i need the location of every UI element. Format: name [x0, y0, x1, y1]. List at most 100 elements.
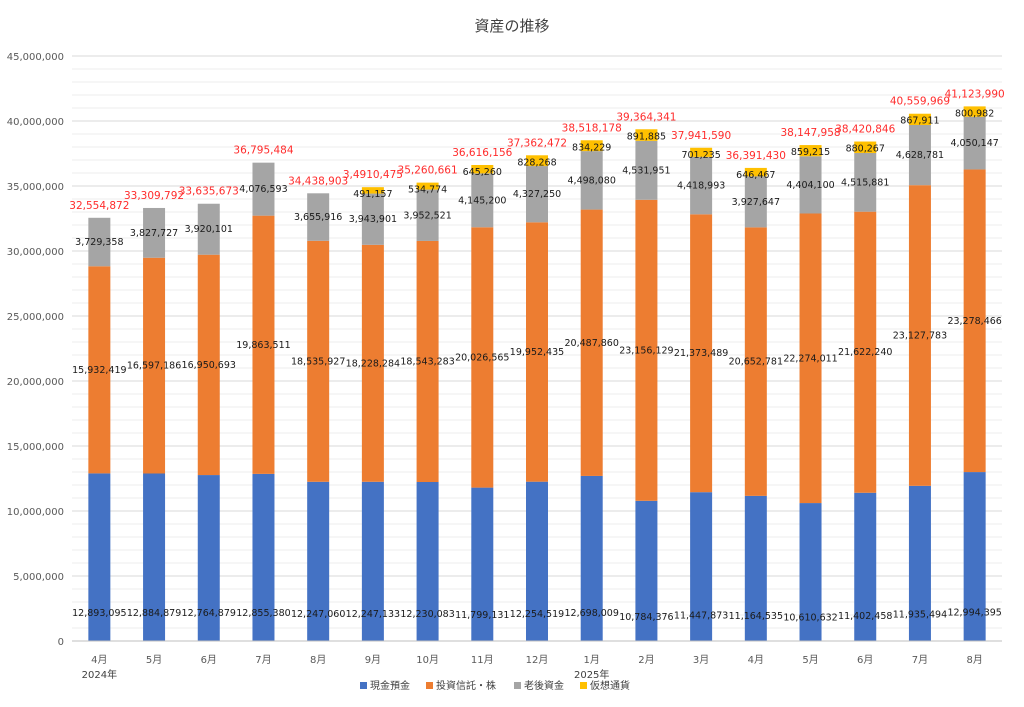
x-tick-label: 11月	[471, 654, 494, 666]
x-tick-label: 5月	[146, 654, 162, 666]
y-tick-label: 45,000,000	[7, 52, 64, 63]
data-label: 800,982	[955, 108, 994, 119]
bar-segment	[744, 176, 767, 228]
data-label: 4,076,593	[239, 184, 287, 195]
data-label: 11,799,131	[455, 610, 509, 621]
y-tick-label: 10,000,000	[7, 507, 64, 518]
x-tick-label: 7月	[912, 654, 928, 666]
total-label: 40,559,969	[890, 96, 950, 108]
data-label: 12,230,083	[400, 609, 454, 620]
bar-segment	[908, 113, 931, 126]
x-tick-label: 7月	[255, 654, 271, 666]
data-label: 11,402,458	[838, 611, 892, 622]
data-label: 3,943,901	[349, 214, 397, 225]
bar-segment	[88, 266, 111, 474]
data-label: 12,247,133	[346, 609, 400, 620]
x-tick-label: 2月	[638, 654, 654, 666]
data-label: 12,764,879	[182, 608, 236, 619]
x-tick-label: 6月	[857, 654, 873, 666]
bar-segment	[580, 475, 603, 641]
x-tick-label: 3月	[693, 654, 709, 666]
data-label: 4,404,100	[786, 180, 834, 191]
bar-segment	[690, 156, 713, 215]
data-label: 23,127,783	[893, 331, 947, 342]
bar-segment	[799, 503, 822, 641]
bar-segment	[197, 475, 220, 641]
total-label: 33,309,792	[124, 190, 184, 202]
bar-segment	[197, 203, 220, 255]
x-tick-label: 9月	[365, 654, 381, 666]
bar-segment	[471, 173, 494, 228]
bar-segment	[471, 227, 494, 488]
legend-swatch	[426, 682, 433, 689]
data-label: 859,215	[791, 147, 830, 158]
x-tick-label: 10月	[416, 654, 439, 666]
total-label: 41,123,990	[945, 88, 1005, 100]
year-label: 2024年	[82, 668, 117, 681]
bar-segment	[307, 193, 330, 241]
data-label: 12,884,879	[127, 608, 181, 619]
data-label: 19,863,511	[236, 340, 290, 351]
data-label: 701,235	[681, 150, 720, 161]
legend: 現金預金 投資信託・株 老後資金 仮想通貨	[360, 679, 630, 692]
legend-swatch	[360, 682, 367, 689]
bar-segment	[908, 125, 931, 186]
data-label: 4,145,200	[458, 195, 506, 206]
data-label: 10,784,376	[619, 612, 673, 623]
chart-title: 資産の推移	[474, 17, 549, 35]
x-tick-label: 12月	[526, 654, 549, 666]
data-label: 18,543,283	[400, 356, 454, 367]
data-label: 3,927,647	[732, 197, 780, 208]
legend-label: 老後資金	[524, 679, 564, 692]
total-label: 37,362,472	[507, 137, 567, 149]
bar-segment	[690, 214, 713, 493]
data-label: 4,498,080	[568, 175, 616, 186]
total-label: 35,260,661	[398, 165, 458, 177]
bar-segment	[416, 182, 439, 190]
data-label: 4,327,250	[513, 189, 561, 200]
data-label: 4,628,781	[896, 150, 944, 161]
data-label: 828,268	[517, 157, 556, 168]
data-label: 3,952,521	[403, 210, 451, 221]
legend-swatch	[580, 682, 587, 689]
bar-segment	[526, 166, 548, 223]
bar-segment	[416, 240, 439, 483]
bar-segment	[635, 140, 658, 200]
data-label: 4,418,993	[677, 181, 725, 192]
bar-segment	[799, 156, 822, 214]
bar-segment	[88, 473, 111, 641]
bar-segment	[963, 472, 986, 641]
data-label: 3,920,101	[185, 224, 233, 235]
year-label: 2025年	[574, 668, 609, 681]
bar-segment	[526, 481, 548, 641]
bar-segment	[963, 106, 986, 117]
bar-segment	[635, 500, 658, 641]
bar-segment	[361, 193, 384, 245]
bar-segment	[252, 162, 275, 216]
data-label: 534,774	[408, 185, 447, 196]
y-tick-label: 20,000,000	[7, 377, 64, 388]
bar-segment	[416, 482, 439, 641]
bar-segment	[854, 152, 877, 212]
y-tick-label: 30,000,000	[7, 247, 64, 258]
data-label: 21,622,240	[838, 347, 892, 358]
bar-segment	[635, 129, 658, 141]
bar-segment	[471, 164, 494, 174]
data-label: 22,274,011	[783, 353, 837, 364]
x-tick-label: 6月	[201, 654, 217, 666]
bar-segment	[307, 240, 330, 482]
bar-segment	[143, 473, 166, 641]
bar-segment	[526, 155, 548, 167]
data-label: 645,260	[463, 167, 502, 178]
data-label: 4,050,147	[950, 138, 998, 149]
total-label: 36,616,156	[452, 147, 512, 159]
bar-segment	[252, 215, 275, 474]
bar-segment	[307, 481, 330, 641]
data-label: 12,247,060	[291, 609, 345, 620]
data-label: 4,515,881	[841, 177, 889, 188]
bar-segment	[799, 213, 822, 504]
data-label: 12,855,380	[236, 608, 290, 619]
data-label: 646,467	[736, 170, 775, 181]
data-label: 834,229	[572, 142, 611, 153]
